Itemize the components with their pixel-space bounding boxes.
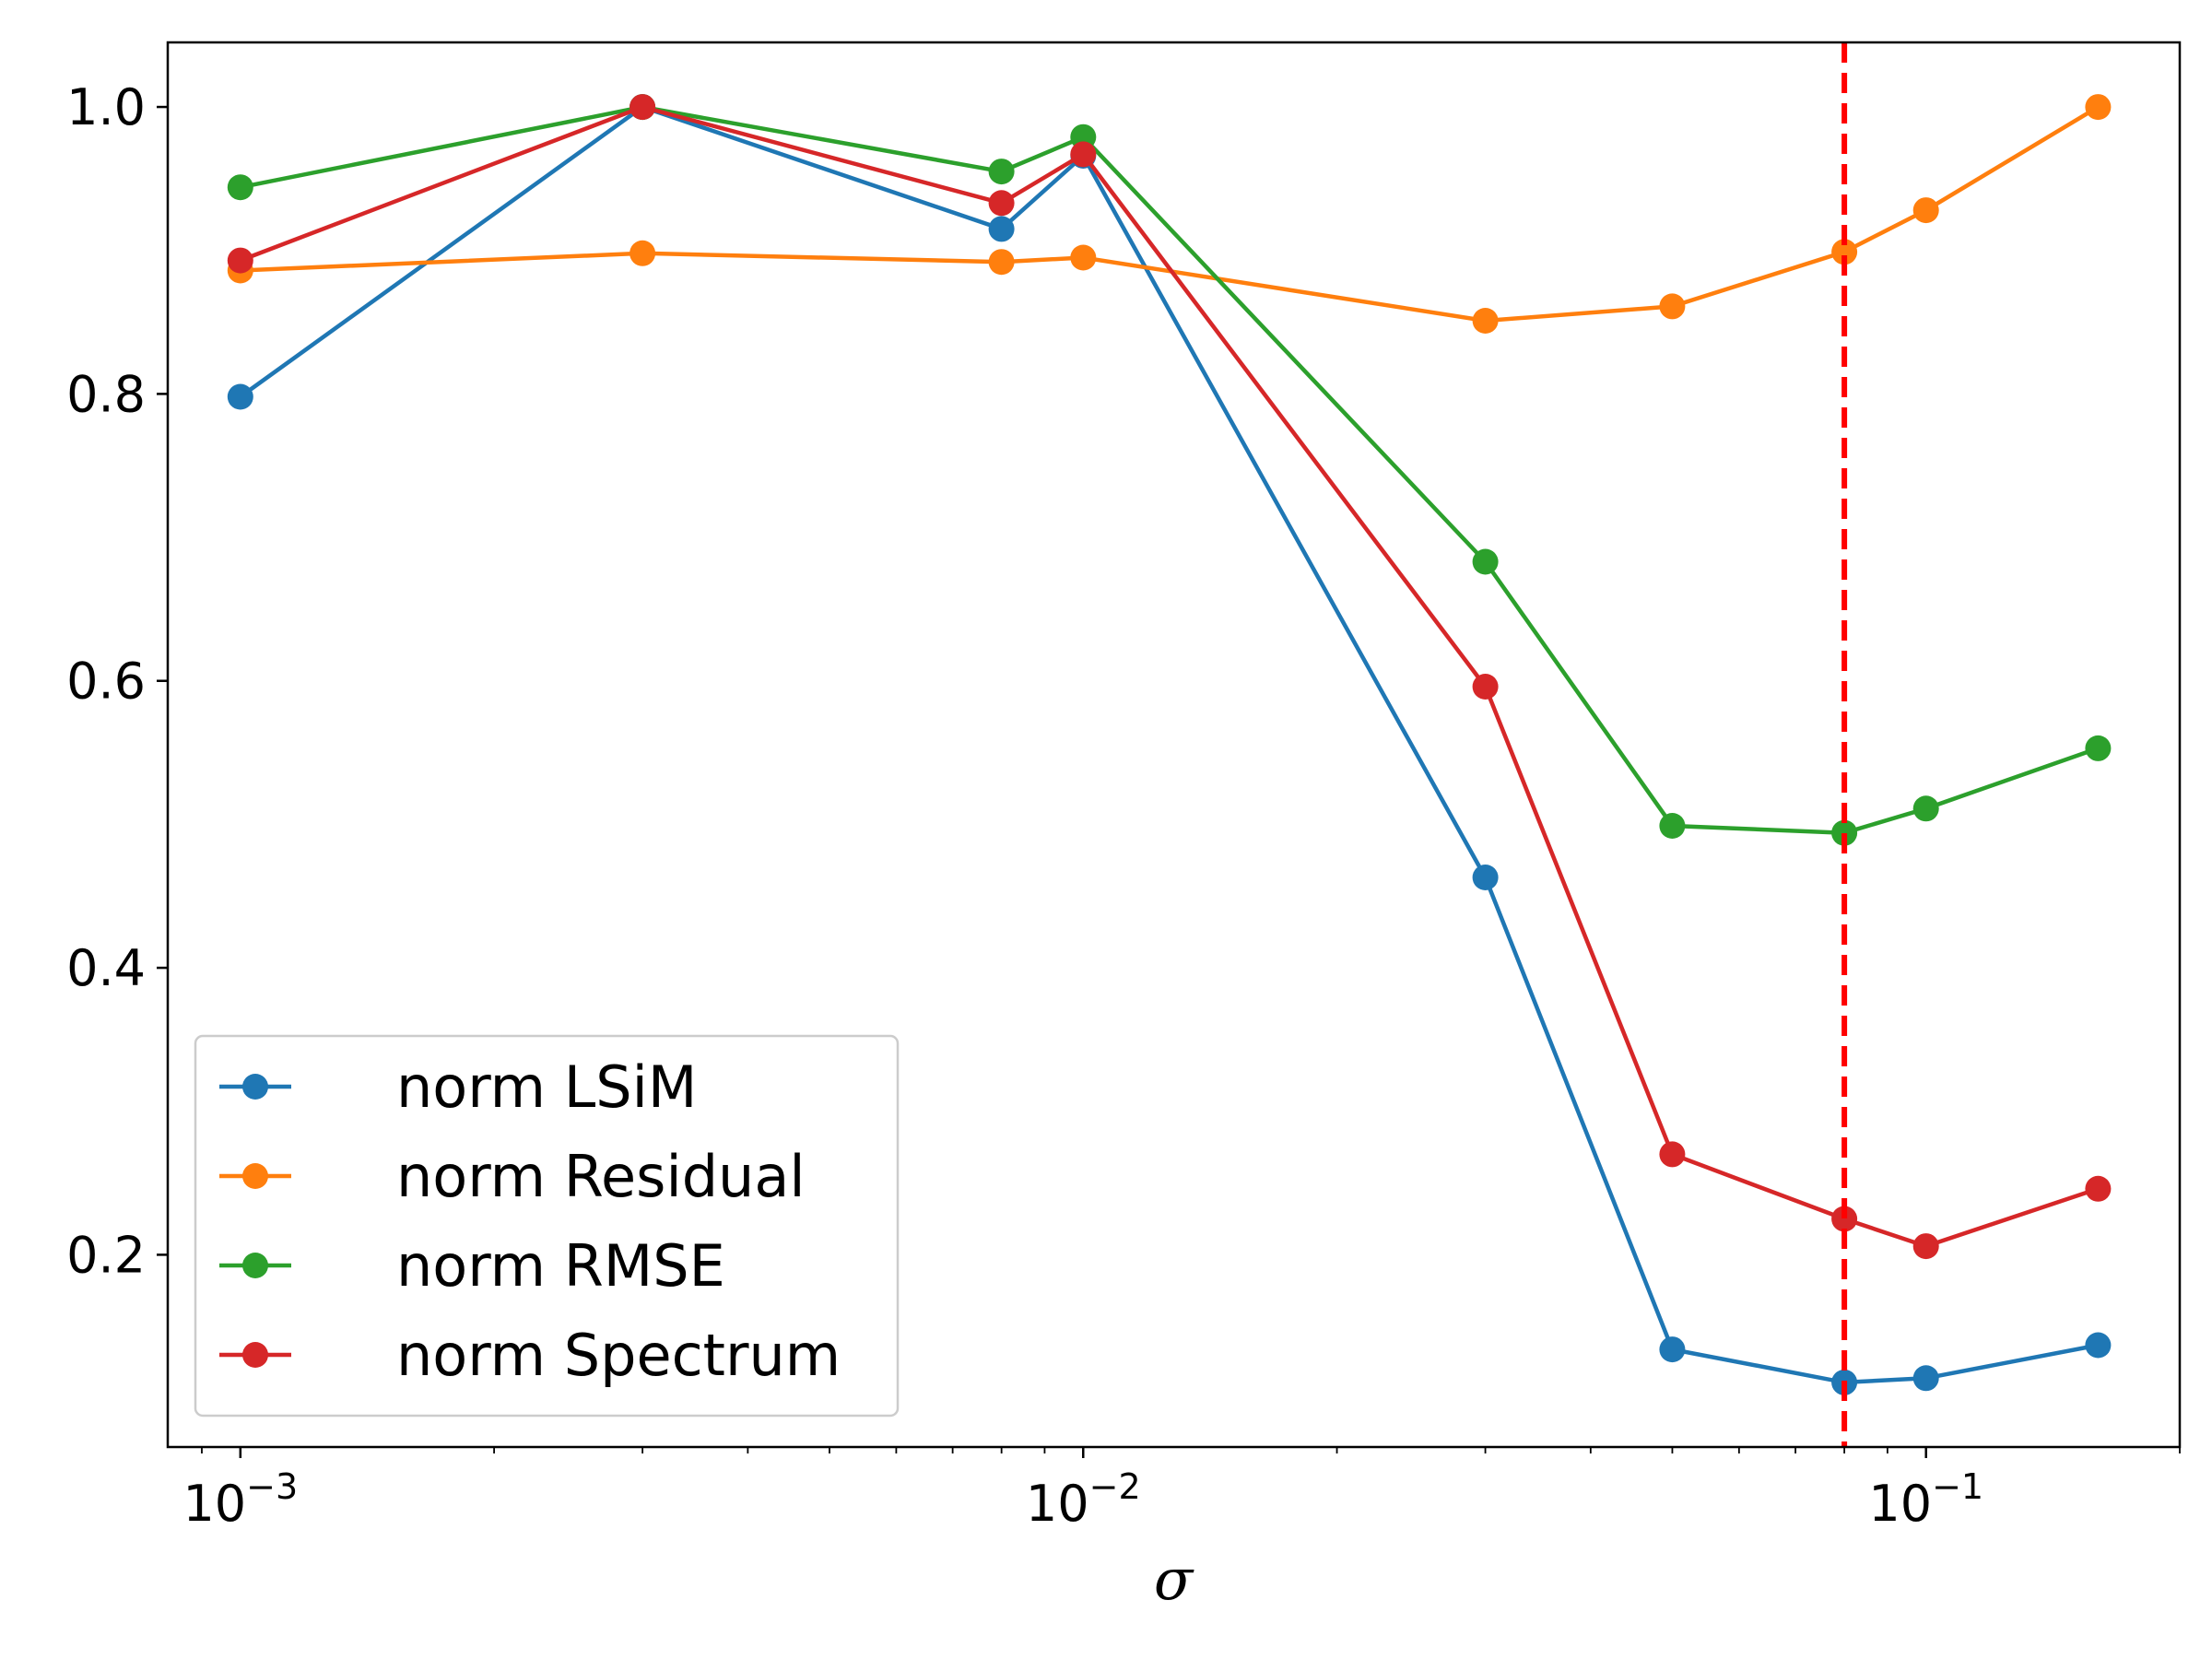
data-point: [1831, 1206, 1858, 1232]
data-point: [988, 190, 1015, 217]
legend-swatch-marker: [242, 1342, 268, 1368]
data-point: [1472, 308, 1499, 334]
axis-ticks: 0.2 0.4 0.6 0.8 1.0 10−3 10−2 10−1: [66, 78, 2181, 1533]
y-tick-label: 0.2: [66, 1226, 146, 1284]
data-point: [1659, 293, 1686, 320]
data-point: [1659, 1141, 1686, 1168]
legend-swatch-marker: [242, 1163, 268, 1189]
data-point: [227, 174, 253, 201]
data-point: [2085, 1175, 2112, 1202]
data-point: [227, 383, 253, 410]
legend-label: norm LSiM: [396, 1053, 697, 1121]
data-point: [1472, 548, 1499, 575]
legend-label: norm Spectrum: [396, 1322, 841, 1389]
legend-box: [194, 1034, 900, 1418]
y-tick-label: 0.8: [66, 365, 146, 423]
data-point: [1831, 239, 1858, 265]
y-tick-label: 0.6: [66, 653, 146, 711]
data-point: [1659, 813, 1686, 839]
legend-label: norm RMSE: [396, 1232, 725, 1300]
legend-swatch-marker: [242, 1074, 268, 1100]
y-tick-label: 0.4: [66, 939, 146, 997]
data-point: [1912, 1365, 1939, 1392]
legend: norm LSiM norm Residual norm RMSE norm Spec…: [194, 1034, 900, 1418]
data-point: [1912, 197, 1939, 224]
data-point: [1472, 865, 1499, 890]
data-point: [629, 240, 656, 266]
data-point: [2085, 1332, 2112, 1359]
data-point: [629, 94, 656, 121]
data-point: [1070, 244, 1097, 271]
plot-area: [227, 42, 2112, 1447]
data-point: [2085, 94, 2112, 121]
x-tick-label: 10−1: [1868, 1466, 1983, 1533]
data-point: [1831, 819, 1858, 846]
data-point: [988, 249, 1015, 276]
data-point: [1912, 795, 1939, 822]
data-point: [988, 159, 1015, 185]
data-point: [227, 247, 253, 274]
y-tick-label: 1.0: [66, 78, 146, 136]
x-tick-label: 10−3: [182, 1466, 298, 1533]
x-axis-label: σ: [1154, 1546, 1194, 1613]
legend-swatch-marker: [242, 1253, 268, 1278]
data-point: [988, 216, 1015, 242]
legend-label: norm Residual: [396, 1143, 806, 1210]
data-point: [1659, 1336, 1686, 1363]
data-point: [1070, 141, 1097, 168]
axes-frame: [166, 41, 2182, 1449]
data-point: [2085, 735, 2112, 761]
data-point: [1472, 674, 1499, 700]
x-tick-label: 10−2: [1026, 1466, 1141, 1533]
data-point: [1912, 1233, 1939, 1260]
